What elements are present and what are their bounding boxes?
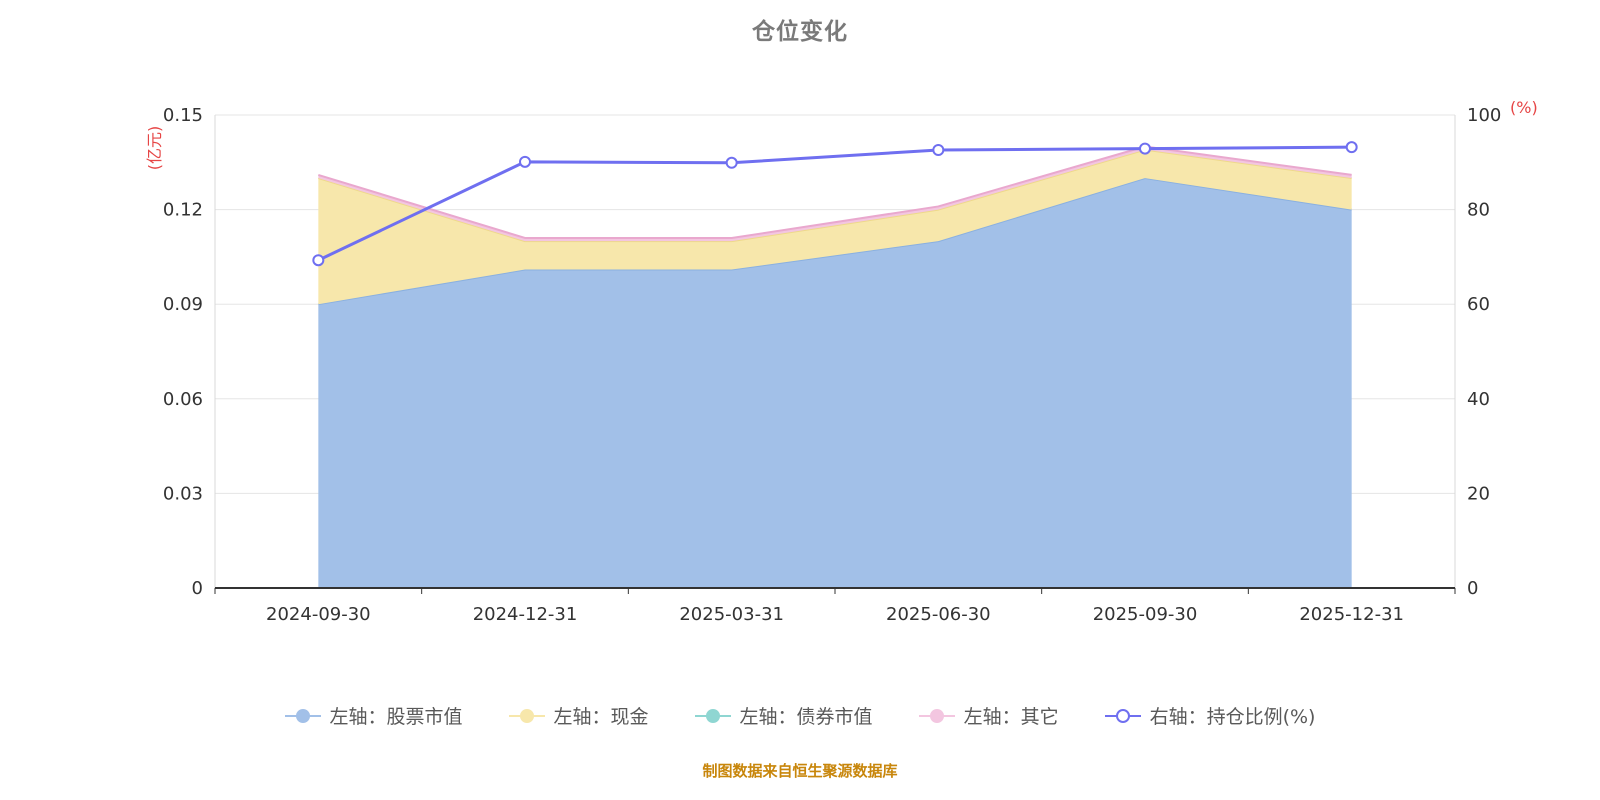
legend-item-2[interactable]: 左轴：现金	[508, 702, 649, 729]
area-series-1	[318, 178, 1352, 589]
x-axis-tick-label: 2025-09-30	[1093, 604, 1198, 625]
line-series-group	[312, 141, 1358, 267]
holding-ratio-line	[317, 145, 1352, 262]
x-axis-tick-label: 2024-12-31	[473, 604, 578, 625]
legend: 左轴：股票市值 左轴：现金 左轴：债券市值 左轴：其它 右轴：持仓比例(%)	[0, 702, 1600, 729]
legend-label: 左轴：现金	[553, 706, 649, 728]
right-axis-tick-label: 60	[1467, 294, 1490, 315]
x-axis-tick-label: 2025-03-31	[679, 604, 784, 625]
right-axis-unit-label: (%)	[1510, 98, 1538, 117]
line-marker	[932, 144, 945, 157]
left-axis-unit-label: (亿元)	[145, 126, 164, 171]
legend-label: 左轴：其它	[963, 706, 1059, 728]
right-axis-tick-label: 20	[1467, 483, 1490, 504]
legend-item-1[interactable]: 左轴：股票市值	[284, 702, 463, 729]
legend-marker-icon	[508, 708, 545, 723]
legend-label: 左轴：债券市值	[739, 706, 873, 728]
left-axis-tick-label: 0.03	[163, 483, 203, 504]
line-marker	[725, 156, 738, 169]
line-marker	[1139, 142, 1151, 155]
legend-item-3[interactable]: 左轴：债券市值	[694, 702, 873, 729]
right-axis-tick-label: 40	[1467, 389, 1490, 410]
legend-item-5[interactable]: 右轴：持仓比例(%)	[1104, 702, 1316, 729]
data-source-note: 制图数据来自恒生聚源数据库	[702, 762, 898, 780]
legend-label: 右轴：持仓比例(%)	[1149, 706, 1316, 728]
legend-marker-icon	[284, 708, 321, 723]
left-axis-tick-label: 0	[192, 578, 203, 599]
chart-title: 仓位变化	[752, 19, 848, 45]
axis-labels: 0 0.03 0.06 0.09 0.12 0.15 0 20 40 60 80 100 2024-09…	[145, 98, 1538, 625]
legend-marker-icon	[1104, 708, 1141, 723]
x-axis	[214, 587, 1456, 594]
legend-marker-icon	[694, 708, 731, 723]
left-axis-tick-label: 0.09	[163, 294, 203, 315]
area-series-2	[318, 149, 1352, 305]
line-marker	[1345, 141, 1358, 154]
right-axis-tick-label: 100	[1467, 105, 1501, 126]
line-marker	[519, 155, 531, 168]
line-marker	[312, 254, 325, 267]
legend-item-4[interactable]: 左轴：其它	[918, 702, 1059, 729]
right-axis-tick-label: 0	[1467, 578, 1478, 599]
legend-label: 左轴：股票市值	[329, 706, 463, 728]
left-axis-tick-label: 0.12	[163, 200, 203, 221]
x-axis-tick-label: 2024-09-30	[266, 604, 371, 625]
area-series-group	[318, 145, 1352, 589]
left-axis-tick-label: 0.15	[163, 105, 203, 126]
x-axis-tick-label: 2025-12-31	[1299, 604, 1404, 625]
left-axis-tick-label: 0.06	[163, 389, 203, 410]
x-axis-tick-label: 2025-06-30	[886, 604, 991, 625]
legend-marker-icon	[918, 708, 955, 723]
right-axis-tick-label: 80	[1467, 200, 1490, 221]
